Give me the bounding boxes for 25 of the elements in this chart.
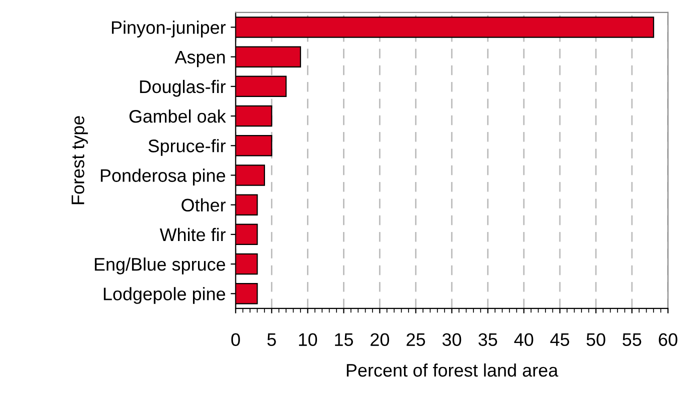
x-tick-label: 0: [231, 333, 240, 346]
x-tick-label: 10: [299, 333, 318, 346]
y-tick-label: Gambel oak: [129, 109, 226, 123]
y-tick-label: Eng/Blue spruce: [94, 257, 226, 274]
x-tick-label: 40: [514, 333, 534, 346]
y-tick-label: Ponderosa pine: [100, 168, 226, 186]
x-axis-title: Percent of forest land area: [346, 363, 558, 377]
x-tick-label: 55: [622, 333, 642, 346]
y-tick-label: Other: [182, 198, 226, 212]
y-tick-label: Pinyon-juniper: [112, 20, 226, 38]
x-tick-label: 35: [478, 333, 498, 346]
x-tick-label: 20: [370, 333, 390, 346]
y-tick-label: White fir: [160, 228, 226, 242]
y-axis-title: Forest type: [72, 116, 88, 204]
y-tick-label: Douglas-fir: [140, 80, 226, 97]
x-tick-label: 45: [550, 333, 570, 346]
x-tick-label: 25: [406, 333, 426, 346]
x-tick-label: 50: [586, 333, 606, 346]
y-tick-label: Lodgepole pine: [104, 287, 226, 304]
x-tick-label: 60: [658, 333, 678, 346]
x-tick-label: 5: [267, 333, 276, 346]
x-tick-label: 15: [335, 333, 354, 346]
y-tick-label: Aspen: [174, 50, 225, 68]
x-tick-label: 30: [442, 333, 462, 346]
y-tick-label: Spruce-fir: [148, 139, 226, 156]
